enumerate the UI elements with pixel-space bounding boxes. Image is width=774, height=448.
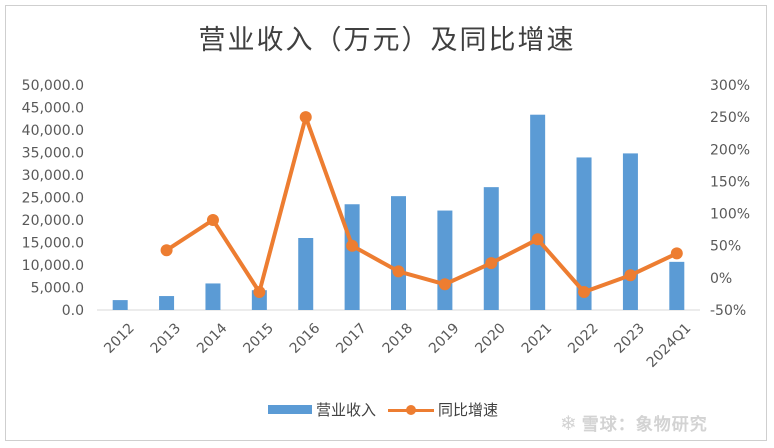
revenue-bar — [576, 157, 592, 310]
y-right-tick-label: 300% — [710, 78, 750, 94]
y-right-tick-label: 0% — [710, 271, 732, 287]
y-left-tick-label: 10,000.0 — [22, 258, 84, 274]
x-tick-label: 2012 — [101, 320, 138, 357]
y-right-tick-label: 100% — [710, 207, 750, 223]
labels-group: 0.0 5,000.0 10,000.0 15,000.0 20,000.0 25,000… — [22, 78, 750, 371]
revenue-bar — [112, 300, 128, 310]
y-left-tick-label: 30,000.0 — [22, 168, 84, 184]
y-right-tick-label: 150% — [710, 174, 750, 190]
revenue-bar — [669, 261, 685, 310]
y-left-tick-label: 5,000.0 — [31, 281, 84, 297]
x-tick-label: 2018 — [380, 320, 417, 357]
growth-point — [206, 214, 219, 226]
growth-point — [438, 278, 451, 291]
legend-label-revenue: 营业收入 — [316, 401, 377, 419]
growth-point — [670, 247, 683, 260]
chart-title: 营业收入（万元）及同比增速 — [198, 25, 576, 56]
revenue-bar — [205, 283, 221, 310]
y-right-tick-label: 200% — [710, 142, 750, 158]
legend-label-growth: 同比增速 — [438, 401, 499, 419]
growth-point — [578, 286, 591, 298]
legend-bar-swatch — [268, 405, 312, 414]
watermark-text: 雪球：象物研究 — [581, 415, 708, 435]
y-left-tick-label: 25,000.0 — [22, 191, 84, 207]
revenue-bar — [622, 153, 638, 310]
chart-frame — [5, 5, 767, 441]
y-right-tick-label: -50% — [710, 303, 746, 319]
bars-group — [112, 114, 685, 310]
y-left-tick-label: 45,000.0 — [22, 101, 84, 117]
revenue-bar — [159, 296, 175, 310]
x-tick-label: 2014 — [194, 320, 231, 357]
growth-line — [165, 115, 678, 294]
growth-point — [485, 257, 498, 270]
y-left-tick-label: 0.0 — [62, 303, 84, 319]
x-tick-label: 2024Q1 — [644, 320, 695, 371]
growth-point — [253, 286, 266, 298]
x-tick-label: 2023 — [612, 320, 649, 357]
x-tick-label: 2022 — [565, 320, 602, 357]
growth-point — [624, 269, 637, 282]
y-left-tick-label: 15,000.0 — [22, 236, 84, 252]
x-tick-label: 2019 — [426, 320, 463, 357]
revenue-bar — [483, 187, 499, 310]
line-group — [160, 111, 683, 298]
y-left-tick-label: 50,000.0 — [22, 78, 84, 94]
revenue-bar — [391, 196, 406, 310]
revenue-bar — [437, 210, 453, 310]
x-tick-label: 2013 — [148, 320, 185, 357]
x-tick-label: 2016 — [287, 320, 324, 357]
x-tick-label: 2015 — [240, 320, 277, 357]
revenue-bar — [530, 114, 546, 310]
y-left-tick-label: 20,000.0 — [22, 213, 84, 229]
legend: 营业收入 同比增速 — [268, 399, 498, 420]
y-left-tick-label: 40,000.0 — [22, 123, 84, 139]
growth-point — [531, 233, 544, 246]
snowball-icon: ❄ — [560, 410, 578, 435]
x-tick-label: 2020 — [472, 320, 509, 357]
watermark: ❄ 雪球：象物研究 — [560, 410, 708, 436]
growth-point — [160, 244, 173, 257]
x-tick-label: 2017 — [333, 320, 370, 357]
growth-point — [346, 239, 359, 252]
y-left-tick-label: 35,000.0 — [22, 146, 84, 162]
legend-line-swatch — [388, 404, 435, 415]
growth-point — [392, 265, 405, 278]
revenue-bar — [344, 204, 360, 310]
revenue-bar — [298, 238, 314, 310]
growth-point — [299, 111, 312, 124]
y-right-tick-label: 250% — [710, 110, 750, 126]
x-tick-label: 2021 — [519, 320, 556, 357]
y-right-tick-label: 50% — [710, 239, 741, 255]
